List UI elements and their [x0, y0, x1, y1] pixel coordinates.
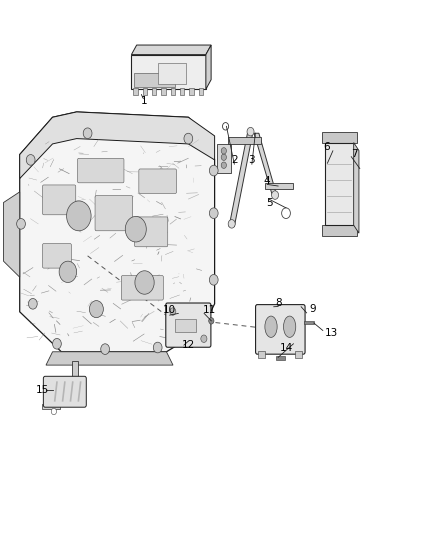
- Circle shape: [53, 338, 61, 349]
- Circle shape: [101, 344, 110, 354]
- Circle shape: [221, 162, 226, 168]
- Bar: [42, 404, 60, 409]
- Polygon shape: [229, 133, 253, 227]
- Text: 10: 10: [163, 305, 176, 315]
- Polygon shape: [217, 144, 231, 173]
- Circle shape: [26, 155, 35, 165]
- FancyBboxPatch shape: [95, 196, 133, 231]
- Ellipse shape: [283, 316, 296, 337]
- Circle shape: [135, 271, 154, 294]
- FancyBboxPatch shape: [42, 244, 71, 268]
- Text: 2: 2: [231, 155, 238, 165]
- Circle shape: [125, 216, 146, 242]
- Polygon shape: [46, 352, 173, 365]
- FancyBboxPatch shape: [325, 142, 354, 225]
- Text: 3: 3: [248, 155, 255, 165]
- Text: 12: 12: [182, 341, 195, 350]
- FancyBboxPatch shape: [139, 169, 177, 193]
- Bar: [175, 319, 196, 332]
- Circle shape: [223, 123, 229, 130]
- Circle shape: [28, 298, 37, 309]
- Text: 5: 5: [266, 198, 273, 207]
- Polygon shape: [265, 183, 293, 189]
- Bar: [171, 88, 175, 95]
- Polygon shape: [131, 45, 211, 55]
- Text: 14: 14: [280, 343, 293, 352]
- FancyBboxPatch shape: [42, 185, 76, 215]
- Circle shape: [51, 408, 57, 415]
- Bar: [199, 88, 203, 95]
- Text: 4: 4: [264, 176, 271, 186]
- Text: 13: 13: [325, 328, 338, 338]
- Bar: [152, 88, 156, 95]
- Polygon shape: [20, 112, 215, 179]
- FancyBboxPatch shape: [43, 376, 86, 407]
- Bar: [258, 351, 265, 358]
- Circle shape: [17, 219, 25, 229]
- Polygon shape: [254, 133, 277, 197]
- Polygon shape: [321, 225, 357, 236]
- Bar: [180, 88, 184, 95]
- Circle shape: [221, 148, 226, 154]
- FancyBboxPatch shape: [134, 217, 168, 247]
- FancyBboxPatch shape: [121, 276, 163, 300]
- Text: 8: 8: [275, 298, 282, 308]
- Circle shape: [201, 335, 207, 342]
- Bar: [133, 88, 138, 95]
- Polygon shape: [304, 321, 314, 324]
- Circle shape: [209, 165, 218, 176]
- Circle shape: [184, 133, 193, 144]
- Bar: [134, 72, 174, 87]
- Circle shape: [221, 154, 226, 160]
- Text: 6: 6: [323, 142, 330, 151]
- Circle shape: [59, 261, 77, 282]
- Polygon shape: [321, 132, 357, 142]
- Circle shape: [209, 274, 218, 285]
- Circle shape: [282, 208, 290, 219]
- Circle shape: [170, 308, 176, 315]
- Circle shape: [153, 342, 162, 353]
- Polygon shape: [206, 45, 211, 89]
- Bar: [142, 88, 147, 95]
- Circle shape: [89, 301, 103, 318]
- Circle shape: [67, 201, 91, 231]
- Polygon shape: [20, 112, 215, 352]
- Polygon shape: [228, 137, 261, 144]
- Text: 7: 7: [351, 149, 358, 158]
- FancyBboxPatch shape: [256, 305, 305, 354]
- Circle shape: [209, 208, 218, 219]
- Polygon shape: [72, 361, 78, 378]
- Bar: [190, 88, 194, 95]
- Text: 15: 15: [36, 385, 49, 395]
- Text: 11: 11: [203, 305, 216, 315]
- Text: 1: 1: [141, 96, 148, 106]
- FancyBboxPatch shape: [166, 303, 211, 348]
- Circle shape: [228, 220, 235, 228]
- Circle shape: [195, 320, 204, 330]
- Polygon shape: [4, 192, 20, 277]
- Polygon shape: [354, 142, 359, 233]
- Circle shape: [208, 318, 214, 324]
- Bar: [161, 88, 166, 95]
- Polygon shape: [276, 356, 285, 359]
- FancyBboxPatch shape: [78, 158, 124, 183]
- FancyBboxPatch shape: [131, 55, 206, 89]
- Circle shape: [272, 191, 279, 199]
- Text: 9: 9: [310, 304, 317, 314]
- Circle shape: [247, 127, 254, 136]
- Bar: [295, 351, 302, 358]
- Bar: [158, 63, 186, 84]
- Ellipse shape: [265, 316, 277, 337]
- Circle shape: [83, 128, 92, 139]
